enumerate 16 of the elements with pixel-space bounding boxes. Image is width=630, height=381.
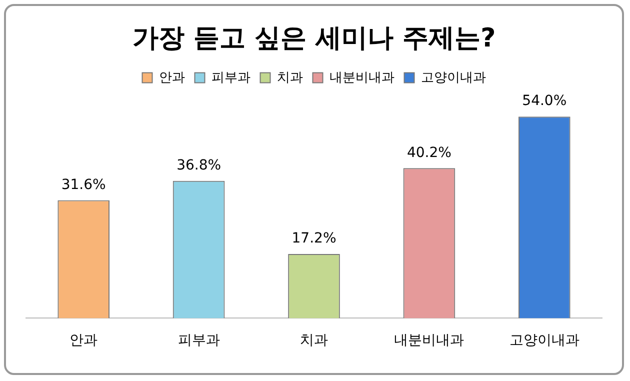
chart-title: 가장 듣고 싶은 세미나 주제는? <box>132 23 496 54</box>
data-label: 40.2% <box>406 144 452 161</box>
data-label: 31.6% <box>61 176 106 193</box>
x-tick-label: 피부과 <box>178 331 220 348</box>
data-label: 17.2% <box>292 230 336 247</box>
x-tick-label: 치과 <box>300 331 328 348</box>
legend-label: 치과 <box>276 69 303 84</box>
data-label: 54.0% <box>522 93 567 110</box>
data-label: 36.8% <box>176 157 222 174</box>
x-tick-label: 안과 <box>70 331 98 348</box>
x-tick-label: 내분비내과 <box>394 331 464 348</box>
legend-label: 피부과 <box>211 69 250 84</box>
x-tick-label: 고양이내과 <box>509 331 580 348</box>
legend-label: 내분비내과 <box>329 69 394 84</box>
legend-label: 안과 <box>158 69 185 84</box>
legend-label: 고양이내과 <box>420 69 486 84</box>
